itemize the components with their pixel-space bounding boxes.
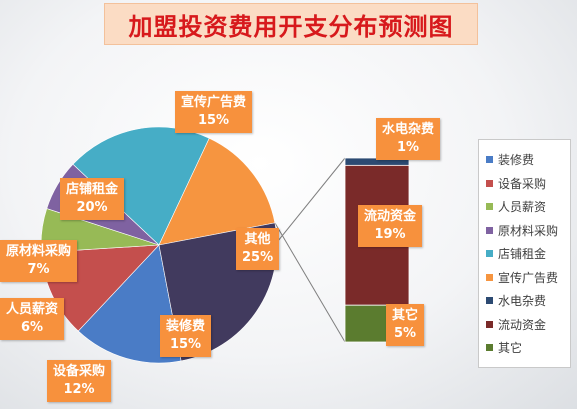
legend-swatch: [486, 226, 493, 234]
data-label-name: 设备采购: [53, 364, 106, 379]
data-label-value: 12%: [63, 382, 95, 397]
data-label-name: 其它: [392, 308, 419, 323]
title-box: 加盟投资费用开支分布预测图: [104, 3, 478, 45]
data-label-value: 1%: [396, 140, 420, 155]
connector-line-1: [274, 222, 346, 343]
data-label-name: 其他: [244, 232, 271, 247]
data-label-rent: 店铺租金 20%: [60, 178, 125, 220]
data-label-value: 6%: [20, 320, 44, 335]
pie-slice-0: [77, 244, 182, 364]
legend-swatch: [486, 179, 493, 187]
data-label-value: 19%: [374, 227, 406, 242]
data-label-value: 7%: [27, 262, 50, 277]
data-label-working-capital: 流动资金 19%: [358, 205, 423, 247]
data-label-value: 15%: [197, 113, 230, 128]
data-label-utilities: 水电杂费 1%: [376, 118, 441, 160]
chart-title: 加盟投资费用开支分布预测图: [128, 11, 454, 41]
data-label-value: 25%: [242, 250, 274, 265]
data-label-name: 原材料采购: [6, 244, 72, 259]
legend-item: 流动资金: [486, 313, 570, 337]
legend-item: 宣传广告费: [486, 266, 570, 290]
data-label-other: 其他 25%: [236, 228, 280, 270]
legend: 装修费设备采购人员薪资原材料采购店铺租金宣传广告费水电杂费流动资金其它: [478, 139, 571, 368]
legend-label: 水电杂费: [498, 294, 547, 309]
legend-swatch: [486, 273, 493, 281]
data-label-name: 流动资金: [364, 209, 417, 224]
legend-label: 流动资金: [498, 317, 547, 332]
data-label-name: 宣传广告费: [181, 95, 247, 110]
data-label-value: 15%: [169, 337, 202, 352]
legend-swatch: [486, 156, 493, 164]
data-label-misc: 其它 5%: [386, 304, 425, 346]
legend-item: 装修费: [486, 148, 570, 172]
legend-item: 水电杂费: [486, 289, 570, 313]
legend-label: 原材料采购: [498, 223, 559, 238]
legend-label: 设备采购: [498, 176, 547, 191]
legend-swatch: [486, 297, 493, 305]
data-label-name: 店铺租金: [66, 182, 119, 197]
data-label-salary: 人员薪资 6%: [0, 298, 65, 340]
legend-label: 装修费: [498, 153, 535, 168]
data-label-ad: 宣传广告费 15%: [175, 91, 253, 133]
data-label-name: 水电杂费: [382, 122, 435, 137]
pie-slice-4: [72, 126, 210, 246]
pie-slice-5: [158, 137, 276, 246]
legend-item: 店铺租金: [486, 242, 570, 266]
legend-swatch: [486, 344, 493, 352]
legend-item: 其它: [486, 336, 570, 360]
data-label-name: 装修费: [166, 319, 206, 334]
legend-item: 原材料采购: [486, 219, 570, 243]
legend-swatch: [486, 250, 493, 258]
data-label-value: 5%: [393, 326, 417, 341]
data-label-decoration: 装修费 15%: [160, 315, 212, 357]
data-label-name: 人员薪资: [6, 302, 59, 317]
data-label-value: 20%: [76, 200, 108, 215]
pie: [40, 126, 278, 364]
legend-label: 人员薪资: [498, 200, 547, 215]
legend-swatch: [486, 203, 493, 211]
legend-label: 店铺租金: [498, 247, 547, 262]
data-label-materials: 原材料采购 7%: [0, 240, 78, 282]
legend-label: 宣传广告费: [498, 270, 559, 285]
legend-item: 设备采购: [486, 172, 570, 196]
data-label-equipment: 设备采购 12%: [47, 360, 112, 402]
legend-item: 人员薪资: [486, 195, 570, 219]
legend-label: 其它: [498, 341, 523, 356]
legend-swatch: [486, 320, 493, 328]
